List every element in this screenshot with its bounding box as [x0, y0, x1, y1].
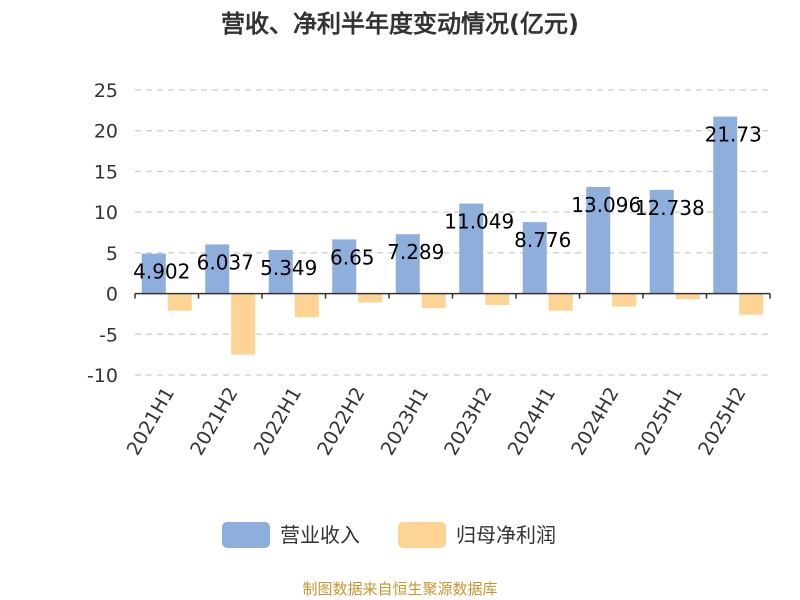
bar [649, 189, 674, 294]
bar [421, 293, 446, 309]
bar [485, 293, 510, 305]
data-label: 12.738 [635, 196, 705, 220]
data-label: 6.037 [197, 250, 254, 274]
y-axis-ticks: -10 -5 0 5 10 15 20 25 [87, 80, 118, 387]
legend-swatch [222, 522, 270, 548]
bar [675, 293, 700, 300]
y-tick-label: -5 [99, 324, 118, 346]
x-axis-ticks: 2021H1 2021H2 2022H1 2022H2 2023H1 2023H2 2024… [123, 384, 751, 460]
data-label: 21.73 [705, 123, 762, 147]
bar [205, 244, 230, 294]
x-tick-label: 2024H1 [504, 384, 560, 460]
data-label: 7.289 [387, 240, 444, 264]
y-tick-label: 5 [106, 243, 118, 265]
x-axis [134, 292, 771, 299]
x-tick-label: 2025H1 [631, 384, 687, 460]
y-tick-label: 20 [94, 121, 118, 143]
data-label: 4.902 [133, 260, 190, 284]
bar [167, 293, 192, 311]
data-label: 8.776 [514, 228, 571, 252]
bars [141, 116, 764, 355]
bar [231, 293, 256, 355]
data-label: 13.096 [571, 193, 641, 217]
bar [612, 293, 637, 307]
data-label: 5.349 [260, 256, 317, 280]
bar [459, 203, 484, 294]
bar [358, 293, 383, 303]
source-note: 制图数据来自恒生聚源数据库 [302, 580, 497, 598]
bar [586, 186, 611, 294]
legend-swatch [398, 522, 446, 548]
x-tick-label: 2022H2 [313, 384, 369, 460]
bar [739, 293, 764, 315]
bar [395, 234, 420, 294]
y-tick-label: 25 [94, 80, 118, 102]
y-tick-label: 15 [94, 161, 118, 183]
bar [268, 250, 293, 294]
bar [332, 239, 357, 294]
y-tick-label: -10 [87, 365, 118, 387]
x-tick-label: 2021H1 [123, 384, 179, 460]
bar [522, 222, 547, 294]
bar [713, 116, 738, 294]
data-label: 11.049 [444, 210, 514, 234]
x-tick-label: 2022H1 [250, 384, 306, 460]
legend: 营业收入 归母净利润 [222, 522, 556, 548]
legend-label: 归母净利润 [456, 523, 556, 547]
x-tick-label: 2025H2 [694, 384, 750, 460]
data-labels: 4.902 6.037 5.349 6.65 7.28911.0498.77613.09… [133, 123, 762, 284]
x-tick-label: 2024H2 [567, 384, 623, 460]
legend-label: 营业收入 [280, 523, 360, 547]
x-tick-label: 2023H2 [440, 384, 496, 460]
bar [548, 293, 573, 311]
bar [294, 293, 319, 318]
bar [141, 253, 166, 294]
x-tick-label: 2021H2 [186, 384, 242, 460]
x-tick-label: 2023H1 [377, 384, 433, 460]
chart-title: 营收、净利半年度变动情况(亿元) [221, 10, 579, 38]
data-label: 6.65 [330, 245, 375, 269]
y-tick-label: 0 [106, 284, 118, 306]
y-tick-label: 10 [94, 202, 118, 224]
